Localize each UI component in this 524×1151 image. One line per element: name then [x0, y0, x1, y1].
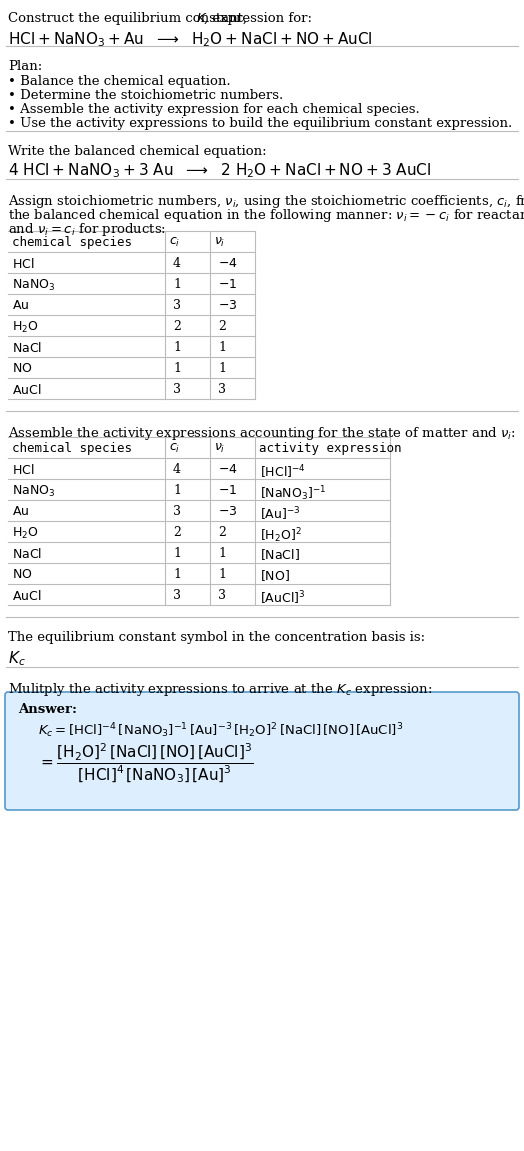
Text: $\mathrm{AuCl}$: $\mathrm{AuCl}$ — [12, 383, 41, 397]
Text: $\mathrm{4\ HCl + NaNO_3 + 3\ Au\ \ \longrightarrow\ \ 2\ H_2O + NaCl + NO + 3\ : $\mathrm{4\ HCl + NaNO_3 + 3\ Au\ \ \lon… — [8, 161, 431, 180]
Text: 3: 3 — [173, 299, 181, 312]
Text: $K_c = [\mathrm{HCl}]^{-4}\,[\mathrm{NaNO_3}]^{-1}\,[\mathrm{Au}]^{-3}\,[\mathrm: $K_c = [\mathrm{HCl}]^{-4}\,[\mathrm{NaN… — [38, 721, 403, 740]
Text: $[\mathrm{HCl}]^{-4}$: $[\mathrm{HCl}]^{-4}$ — [260, 463, 306, 480]
Text: 1: 1 — [218, 567, 226, 581]
Text: 1: 1 — [173, 341, 181, 355]
Text: $\mathrm{Au}$: $\mathrm{Au}$ — [12, 505, 29, 518]
Text: 1: 1 — [218, 547, 226, 561]
Text: $\mathrm{AuCl}$: $\mathrm{AuCl}$ — [12, 589, 41, 603]
Text: $\mathrm{H_2O}$: $\mathrm{H_2O}$ — [12, 526, 39, 541]
Text: and $\nu_i = c_i$ for products:: and $\nu_i = c_i$ for products: — [8, 221, 166, 238]
Text: $[\mathrm{H_2O}]^{2}$: $[\mathrm{H_2O}]^{2}$ — [260, 526, 302, 544]
Text: $[\mathrm{Au}]^{-3}$: $[\mathrm{Au}]^{-3}$ — [260, 505, 301, 523]
Text: $c_i$: $c_i$ — [169, 236, 180, 249]
Text: 3: 3 — [218, 383, 226, 396]
Text: 1: 1 — [218, 341, 226, 355]
Text: $K_c$: $K_c$ — [8, 649, 26, 668]
Text: $\mathrm{NaCl}$: $\mathrm{NaCl}$ — [12, 547, 42, 561]
Bar — [8, 437, 390, 605]
Text: 3: 3 — [173, 505, 181, 518]
Text: $-3$: $-3$ — [218, 299, 237, 312]
Text: $[\mathrm{NO}]$: $[\mathrm{NO}]$ — [260, 567, 290, 582]
Text: Answer:: Answer: — [18, 703, 77, 716]
Text: Mulitply the activity expressions to arrive at the $K_c$ expression:: Mulitply the activity expressions to arr… — [8, 681, 432, 698]
Text: 2: 2 — [173, 526, 181, 539]
Text: Write the balanced chemical equation:: Write the balanced chemical equation: — [8, 145, 267, 158]
Text: $\nu_i$: $\nu_i$ — [214, 442, 225, 455]
Text: Assemble the activity expressions accounting for the state of matter and $\nu_i$: Assemble the activity expressions accoun… — [8, 425, 516, 442]
Text: $[\mathrm{AuCl}]^{3}$: $[\mathrm{AuCl}]^{3}$ — [260, 589, 305, 607]
Text: The equilibrium constant symbol in the concentration basis is:: The equilibrium constant symbol in the c… — [8, 631, 425, 645]
Text: 4: 4 — [173, 257, 181, 270]
Text: 3: 3 — [218, 589, 226, 602]
Text: • Use the activity expressions to build the equilibrium constant expression.: • Use the activity expressions to build … — [8, 117, 512, 130]
Text: $\nu_i$: $\nu_i$ — [214, 236, 225, 249]
Text: $-1$: $-1$ — [218, 279, 237, 291]
Text: 2: 2 — [218, 526, 226, 539]
Text: $\mathrm{NO}$: $\mathrm{NO}$ — [12, 567, 32, 581]
Text: $K$: $K$ — [196, 12, 208, 25]
Text: $\mathrm{NO}$: $\mathrm{NO}$ — [12, 363, 32, 375]
Text: • Balance the chemical equation.: • Balance the chemical equation. — [8, 75, 231, 87]
Text: $-1$: $-1$ — [218, 485, 237, 497]
FancyBboxPatch shape — [5, 692, 519, 810]
Text: 1: 1 — [218, 363, 226, 375]
Text: $= \dfrac{[\mathrm{H_2O}]^{2}\,[\mathrm{NaCl}]\,[\mathrm{NO}]\,[\mathrm{AuCl}]^{: $= \dfrac{[\mathrm{H_2O}]^{2}\,[\mathrm{… — [38, 741, 254, 785]
Text: 1: 1 — [173, 363, 181, 375]
Text: $\mathrm{NaCl}$: $\mathrm{NaCl}$ — [12, 341, 42, 355]
Text: 1: 1 — [173, 279, 181, 291]
Text: $[\mathrm{NaNO_3}]^{-1}$: $[\mathrm{NaNO_3}]^{-1}$ — [260, 485, 326, 503]
Text: Plan:: Plan: — [8, 60, 42, 73]
Text: $\mathrm{Au}$: $\mathrm{Au}$ — [12, 299, 29, 312]
Text: $c_i$: $c_i$ — [169, 442, 180, 455]
Text: • Assemble the activity expression for each chemical species.: • Assemble the activity expression for e… — [8, 102, 420, 116]
Text: 3: 3 — [173, 589, 181, 602]
Text: 2: 2 — [218, 320, 226, 333]
Text: Construct the equilibrium constant,: Construct the equilibrium constant, — [8, 12, 251, 25]
Text: • Determine the stoichiometric numbers.: • Determine the stoichiometric numbers. — [8, 89, 283, 102]
Bar — [8, 231, 255, 399]
Text: 3: 3 — [173, 383, 181, 396]
Text: $[\mathrm{NaCl}]$: $[\mathrm{NaCl}]$ — [260, 547, 300, 562]
Text: $-4$: $-4$ — [218, 257, 238, 270]
Text: $\mathrm{NaNO_3}$: $\mathrm{NaNO_3}$ — [12, 485, 55, 500]
Text: , expression for:: , expression for: — [204, 12, 312, 25]
Text: 2: 2 — [173, 320, 181, 333]
Text: 4: 4 — [173, 463, 181, 477]
Text: $-3$: $-3$ — [218, 505, 237, 518]
Text: chemical species: chemical species — [12, 236, 132, 249]
Text: $\mathrm{HCl + NaNO_3 + Au\ \ \longrightarrow\ \ H_2O + NaCl + NO + AuCl}$: $\mathrm{HCl + NaNO_3 + Au\ \ \longright… — [8, 30, 373, 48]
Text: Assign stoichiometric numbers, $\nu_i$, using the stoichiometric coefficients, $: Assign stoichiometric numbers, $\nu_i$, … — [8, 193, 524, 209]
Text: $\mathrm{HCl}$: $\mathrm{HCl}$ — [12, 257, 35, 270]
Text: 1: 1 — [173, 485, 181, 497]
Text: chemical species: chemical species — [12, 442, 132, 455]
Text: $-4$: $-4$ — [218, 463, 238, 477]
Text: $\mathrm{HCl}$: $\mathrm{HCl}$ — [12, 463, 35, 477]
Text: $\mathrm{NaNO_3}$: $\mathrm{NaNO_3}$ — [12, 279, 55, 294]
Text: the balanced chemical equation in the following manner: $\nu_i = -c_i$ for react: the balanced chemical equation in the fo… — [8, 207, 524, 224]
Text: 1: 1 — [173, 567, 181, 581]
Text: 1: 1 — [173, 547, 181, 561]
Text: activity expression: activity expression — [259, 442, 401, 455]
Text: $\mathrm{H_2O}$: $\mathrm{H_2O}$ — [12, 320, 39, 335]
